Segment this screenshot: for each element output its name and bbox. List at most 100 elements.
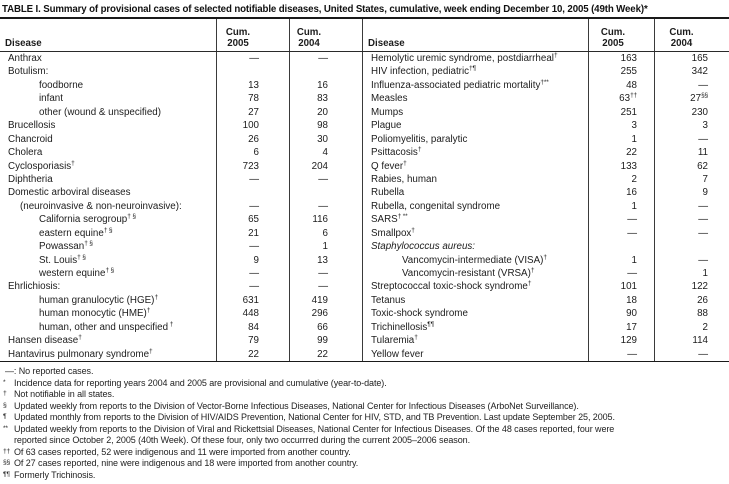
footnote-text: Formerly Trichinosis. bbox=[14, 469, 96, 480]
value-cell: — bbox=[589, 213, 655, 227]
value-cell: 101 bbox=[589, 280, 655, 294]
disease-cell: western equine† § bbox=[0, 267, 217, 281]
value-cell: 6 bbox=[217, 146, 290, 160]
value-cell: 114 bbox=[692, 335, 708, 347]
value-cell: 65 bbox=[217, 213, 290, 227]
col-header-disease-left: Disease bbox=[0, 19, 217, 51]
disease-cell: eastern equine† § bbox=[0, 226, 217, 241]
table-body: Anthrax — — Hemolytic uremic syndrome, post… bbox=[0, 52, 729, 363]
value-cell: 100 bbox=[217, 119, 290, 133]
footnote-text: Not notifiable in all states. bbox=[14, 389, 115, 400]
value-cell: 129 bbox=[589, 334, 655, 348]
disease-cell: Tetanus bbox=[363, 293, 589, 308]
year-2005-label: 2005 bbox=[227, 37, 249, 49]
footnote: §§ Of 27 cases reported, nine were indige… bbox=[0, 458, 729, 470]
footnote-text: Of 63 cases reported, 52 were indigenous… bbox=[14, 446, 351, 457]
value-cell: 3 bbox=[702, 120, 708, 132]
footnote-text: Updated weekly from reports to the Divis… bbox=[14, 400, 579, 411]
value-cell: 20 bbox=[290, 105, 363, 120]
value-cell: — bbox=[698, 227, 708, 239]
disease-cell: Tularemia† bbox=[363, 334, 589, 348]
value-cell bbox=[217, 186, 290, 200]
disease-cell: Yellow fever bbox=[363, 347, 589, 362]
value-cell: 18 bbox=[589, 293, 655, 308]
disease-cell: Mumps bbox=[363, 105, 589, 120]
disease-cell: Streptococcal toxic-shock syndrome† bbox=[363, 280, 589, 294]
col-header-cum2005-left: Cum. 2005 bbox=[217, 19, 290, 51]
value-cell: 2 bbox=[702, 321, 708, 333]
disease-cell: infant bbox=[0, 92, 217, 106]
footnotes: —: No reported cases. * Incidence data for… bbox=[0, 362, 729, 481]
footnote-marker: ¶¶ bbox=[3, 470, 10, 478]
value-cell: 98 bbox=[290, 119, 363, 133]
value-cell: — bbox=[290, 280, 363, 294]
value-cell: — bbox=[589, 267, 655, 281]
footnote: † Not notifiable in all states. bbox=[0, 389, 729, 401]
value-cell: 204 bbox=[290, 159, 363, 173]
value-cell: 79 bbox=[217, 334, 290, 348]
value-cell: — bbox=[698, 79, 708, 91]
value-cell: 1 bbox=[589, 199, 655, 214]
notifiable-diseases-table: Disease Cum. 2005 Cum. 2004 Disease Cum.… bbox=[0, 17, 729, 363]
disease-cell: Staphylococcus aureus: bbox=[363, 240, 589, 254]
value-cell: 631 bbox=[217, 293, 290, 308]
footnote-marker: ** bbox=[3, 424, 8, 432]
value-cell: 6 bbox=[290, 226, 363, 241]
value-cell: 30 bbox=[290, 132, 363, 147]
disease-cell: California serogroup† § bbox=[0, 213, 217, 227]
value-cell: 4 bbox=[290, 146, 363, 160]
year-2004-label: 2004 bbox=[670, 37, 693, 49]
value-cell bbox=[290, 186, 363, 200]
cum-label: Cum. bbox=[669, 27, 694, 38]
value-cell: 17 bbox=[589, 320, 655, 335]
value-cell: 230 bbox=[691, 106, 708, 118]
footnote-text: Updated weekly from reports to the Divis… bbox=[14, 423, 615, 434]
disease-cell: Hansen disease† bbox=[0, 334, 217, 348]
disease-cell: Poliomyelitis, paralytic bbox=[363, 132, 589, 147]
value-cell: 3 bbox=[589, 119, 655, 133]
disease-cell: Ehrlichiosis: bbox=[0, 280, 217, 294]
value-cell: 90 bbox=[589, 307, 655, 321]
value-cell: 78 bbox=[217, 92, 290, 106]
value-cell: 163 bbox=[589, 52, 655, 66]
value-cell: 9 bbox=[702, 187, 708, 199]
value-cell: 16 bbox=[589, 186, 655, 200]
value-cell: — bbox=[217, 52, 290, 66]
value-cell: 296 bbox=[290, 307, 363, 321]
value-cell: — bbox=[290, 172, 363, 187]
value-cell: 251 bbox=[589, 105, 655, 120]
value-cell: 27§§ bbox=[690, 92, 708, 105]
disease-cell: Rabies, human bbox=[363, 172, 589, 187]
footnote-text: Updated monthly from reports to the Divi… bbox=[14, 412, 615, 423]
value-cell: — bbox=[217, 267, 290, 281]
value-cell: 27 bbox=[217, 105, 290, 120]
value-cell: 21 bbox=[217, 226, 290, 241]
table-header: Disease Cum. 2005 Cum. 2004 Disease Cum.… bbox=[0, 19, 729, 52]
value-cell: 16 bbox=[290, 78, 363, 93]
disease-cell: Vancomycin-intermediate (VISA)† bbox=[363, 253, 589, 267]
disease-cell: Rubella, congenital syndrome bbox=[363, 199, 589, 214]
disease-cell: Cyclosporiasis† bbox=[0, 159, 217, 173]
disease-cell: (neuroinvasive & non-neuroinvasive): bbox=[0, 199, 217, 214]
value-cell: — bbox=[217, 240, 290, 254]
value-cell: 419 bbox=[290, 293, 363, 308]
value-cell bbox=[589, 240, 655, 254]
value-cell: 22 bbox=[217, 347, 290, 362]
disease-cell: Vancomycin-resistant (VRSA)† bbox=[363, 267, 589, 281]
disease-cell: foodborne bbox=[0, 78, 217, 93]
disease-cell: Hantavirus pulmonary syndrome† bbox=[0, 347, 217, 362]
value-cell: 22 bbox=[290, 347, 363, 362]
footnote-marker: ¶ bbox=[3, 413, 7, 421]
footnote: ¶¶ Formerly Trichinosis. bbox=[0, 470, 729, 482]
footnote: ** Updated weekly from reports to the Div… bbox=[0, 424, 729, 436]
col-header-cum2004-left: Cum. 2004 bbox=[290, 19, 363, 51]
value-cell: — bbox=[589, 347, 655, 362]
disease-cell: Plague bbox=[363, 119, 589, 133]
disease-cell: human granulocytic (HGE)† bbox=[0, 293, 217, 308]
disease-cell: other (wound & unspecified) bbox=[0, 105, 217, 120]
value-cell: 9 bbox=[217, 253, 290, 267]
col-header-cum2004-right: Cum. 2004 bbox=[655, 19, 729, 51]
footnote: § Updated weekly from reports to the Divi… bbox=[0, 401, 729, 413]
disease-cell: Smallpox† bbox=[363, 226, 589, 241]
